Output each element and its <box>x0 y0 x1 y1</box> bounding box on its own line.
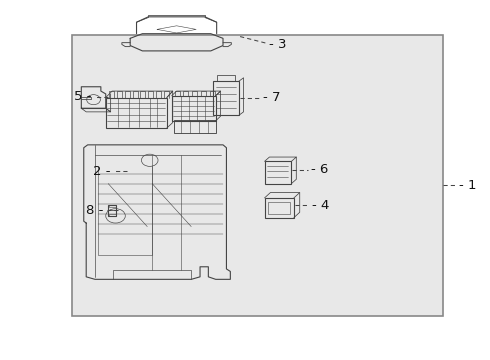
Bar <box>172 96 216 121</box>
Bar <box>217 75 235 81</box>
Text: - 3: - 3 <box>270 38 287 51</box>
Text: - 1: - 1 <box>459 179 476 192</box>
Bar <box>72 35 443 316</box>
Text: - 4: - 4 <box>313 199 330 212</box>
Bar <box>269 202 290 214</box>
Text: - 7: - 7 <box>263 91 280 104</box>
Bar <box>265 161 292 184</box>
Bar <box>108 205 117 216</box>
Bar <box>174 120 216 134</box>
Text: 5 -: 5 - <box>74 90 92 103</box>
Bar <box>106 98 167 128</box>
Bar <box>109 206 116 207</box>
Bar <box>265 198 294 218</box>
Bar <box>213 81 239 116</box>
Text: - 6: - 6 <box>312 163 329 176</box>
Bar <box>109 215 116 216</box>
Text: 2 -: 2 - <box>93 165 111 177</box>
Text: 8 -: 8 - <box>86 204 103 217</box>
